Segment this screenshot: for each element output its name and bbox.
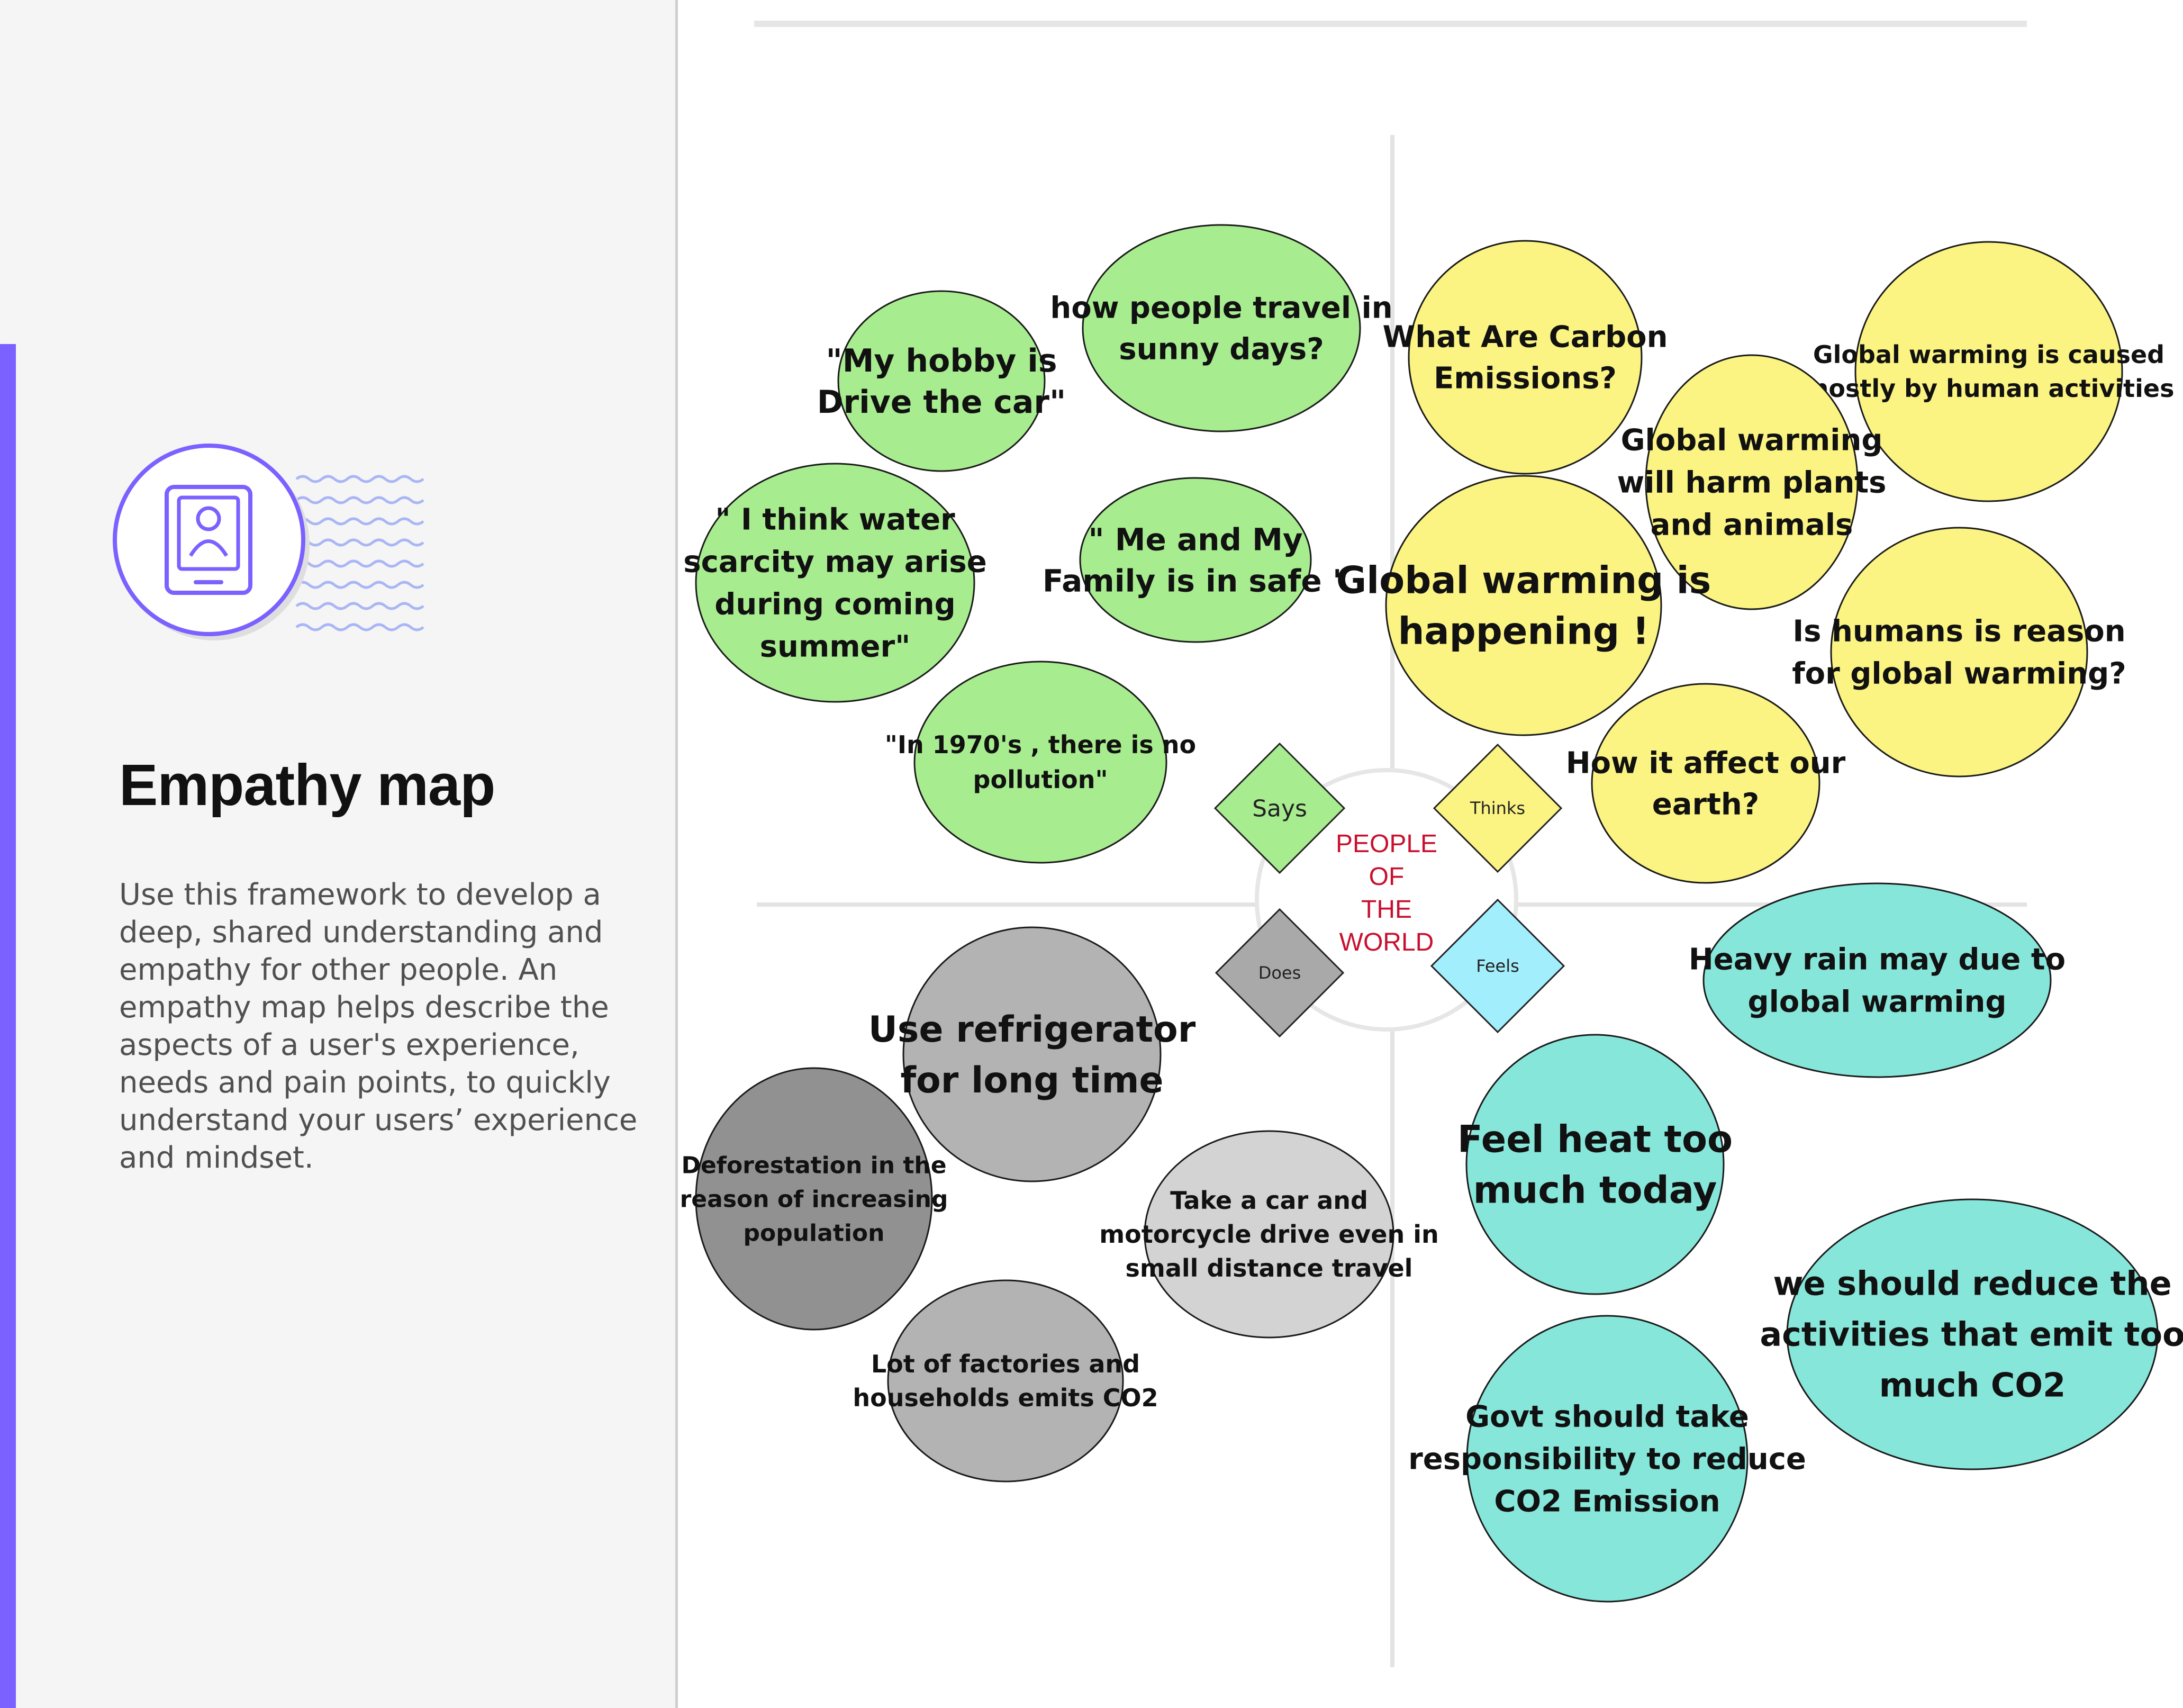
feels-note[interactable]: Feel heat too much today — [1457, 1034, 1733, 1295]
does-label: Does — [1258, 963, 1301, 983]
quadrant-diamonds: Says Thinks Does Feels — [1213, 742, 1565, 1038]
profile-tablet-icon — [113, 444, 424, 640]
note-text: Take a car and motorcycle drive even in sm… — [1099, 1186, 1439, 1282]
thinks-note[interactable]: How it affect our earth? — [1566, 683, 1846, 884]
thinks-label: Thinks — [1470, 798, 1525, 818]
feels-note[interactable]: we should reduce the activities that emit… — [1760, 1198, 2183, 1470]
note-text: Global warming is caused mostly by human … — [1804, 340, 2175, 403]
feels-label: Feels — [1476, 956, 1519, 976]
says-note[interactable]: how people travel in sunny days? — [1050, 224, 1393, 432]
panel-description: Use this framework to develop a deep, sh… — [119, 878, 638, 1175]
thinks-note[interactable]: Global warming is caused mostly by human … — [1804, 241, 2175, 502]
note-text: Lot of factories and households emits CO2 — [853, 1350, 1158, 1412]
note-text: how people travel in sunny days? — [1050, 291, 1392, 367]
says-note[interactable]: "My hobby is Drive the car" — [817, 290, 1066, 472]
note-text: Govt should take responsibility to reduce… — [1408, 1400, 1806, 1519]
thinks-note[interactable]: What Are Carbon Emissions? — [1382, 240, 1668, 475]
note-text: Feel heat too much today — [1457, 1118, 1733, 1212]
note-text: we should reduce the activities that emit… — [1760, 1264, 2183, 1405]
note-text: What Are Carbon Emissions? — [1382, 320, 1668, 396]
note-text: Is humans is reason for global warming? — [1792, 614, 2126, 691]
note-text: How it affect our earth? — [1566, 746, 1846, 822]
says-note[interactable]: " I think water scarcity may arise during … — [683, 463, 987, 703]
feels-diamond[interactable]: Feels — [1430, 898, 1565, 1034]
note-text: "In 1970's , there is no pollution" — [885, 730, 1196, 794]
panel-title: Empathy map — [119, 753, 495, 818]
feels-note[interactable]: Govt should take responsibility to reduce… — [1408, 1315, 1806, 1603]
does-note[interactable]: Deforestation in the reason of increasing… — [680, 1067, 948, 1331]
center-label: PEOPLE OF THE WORLD — [1336, 830, 1437, 956]
sticky-notes: "My hobby is Drive the car"how people tra… — [680, 224, 2183, 1603]
thinks-note[interactable]: Is humans is reason for global warming? — [1792, 527, 2126, 778]
info-panel — [0, 0, 675, 1708]
does-note[interactable]: Take a car and motorcycle drive even in sm… — [1099, 1130, 1439, 1339]
does-diamond[interactable]: Does — [1215, 908, 1345, 1038]
wave-lines — [295, 475, 424, 631]
panel-divider — [675, 0, 678, 1708]
note-text: Heavy rain may due to global warming — [1689, 943, 2066, 1019]
note-text: "My hobby is Drive the car" — [817, 342, 1066, 421]
note-text: Global warming will harm plants and animal… — [1617, 423, 1887, 543]
note-text: " Me and My Family is in safe " — [1043, 521, 1348, 599]
accent-bar — [0, 344, 16, 1708]
feels-note[interactable]: Heavy rain may due to global warming — [1689, 882, 2066, 1078]
note-text: Global warming is happening ! — [1336, 559, 1711, 653]
does-note[interactable]: Lot of factories and households emits CO2 — [853, 1279, 1158, 1483]
says-diamond[interactable]: Says — [1213, 742, 1346, 874]
says-note[interactable]: " Me and My Family is in safe " — [1043, 477, 1348, 643]
note-text: Use refrigerator for long time — [868, 1009, 1196, 1101]
thinks-note[interactable]: Global warming is happening ! — [1336, 475, 1711, 736]
does-note[interactable]: Use refrigerator for long time — [868, 926, 1196, 1182]
note-text: Deforestation in the reason of increasing… — [680, 1152, 948, 1246]
says-label: Says — [1252, 795, 1307, 822]
note-text: " I think water scarcity may arise during … — [683, 503, 986, 664]
thinks-diamond[interactable]: Thinks — [1433, 743, 1563, 873]
says-note[interactable]: "In 1970's , there is no pollution" — [885, 661, 1196, 864]
thinks-note[interactable]: Global warming will harm plants and animal… — [1617, 354, 1887, 610]
